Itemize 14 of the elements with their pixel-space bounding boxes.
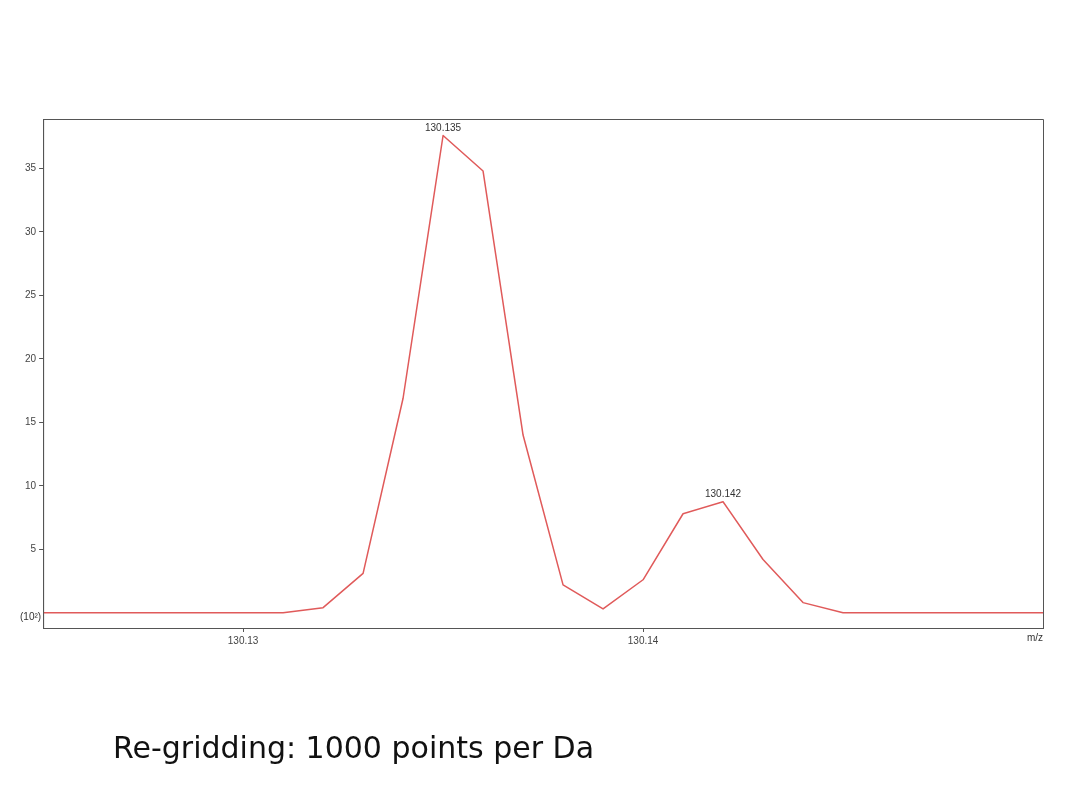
- y-tick-label: 5: [30, 543, 37, 555]
- y-tick-label: 10: [25, 479, 37, 491]
- y-tick-label: 15: [25, 416, 37, 428]
- annotation: 130.135: [425, 122, 462, 134]
- y-tick-label: 35: [25, 162, 37, 174]
- y-tick-label: 20: [25, 352, 37, 364]
- annotation: 130.142: [704, 488, 742, 500]
- x-axis-title: m/z: [1026, 631, 1043, 643]
- x-tick-label: 130.14: [627, 634, 659, 646]
- y-axis-title: (10²): [20, 610, 42, 622]
- text: Re-gridding: 1000 points per Da: [113, 730, 596, 765]
- y-tick-label: 30: [25, 225, 37, 237]
- x-tick-label: 130.13: [227, 634, 259, 646]
- y-tick-label: 25: [25, 289, 37, 301]
